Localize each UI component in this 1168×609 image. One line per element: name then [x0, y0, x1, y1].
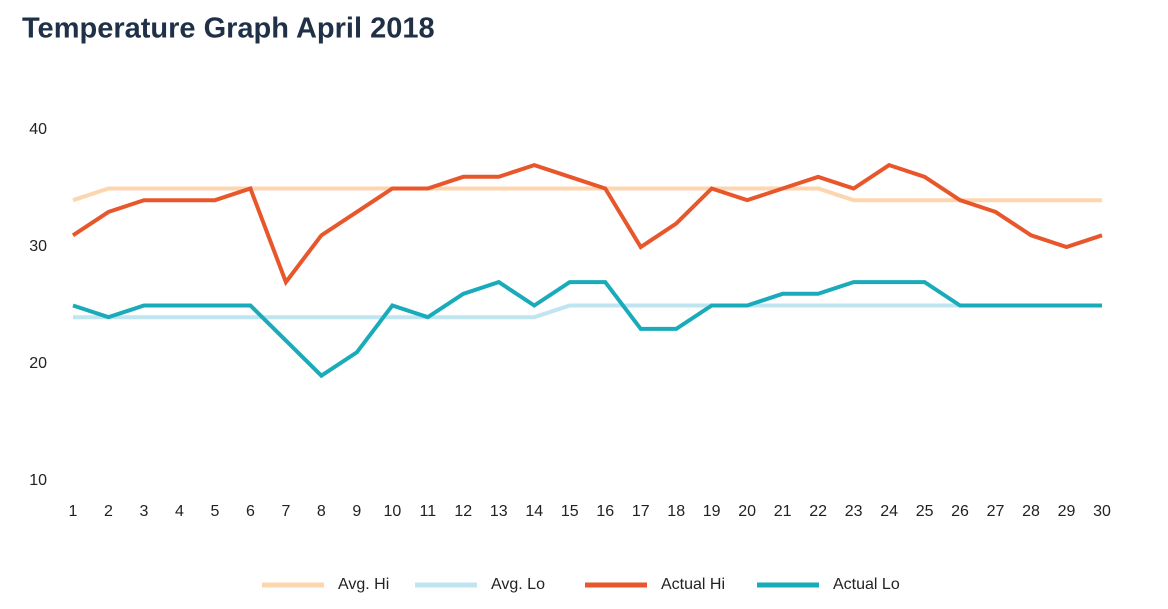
- x-tick-label: 9: [352, 503, 361, 520]
- x-tick-label: 5: [210, 503, 219, 520]
- y-tick-label: 10: [29, 472, 47, 489]
- x-tick-label: 22: [809, 503, 827, 520]
- y-tick-label: 30: [29, 238, 47, 255]
- x-tick-label: 4: [175, 503, 184, 520]
- x-tick-label: 3: [140, 503, 149, 520]
- legend-label: Avg. Hi: [338, 576, 389, 593]
- legend-label: Actual Lo: [833, 576, 900, 593]
- x-tick-label: 1: [69, 503, 78, 520]
- x-tick-label: 13: [490, 503, 508, 520]
- x-tick-label: 30: [1093, 503, 1111, 520]
- legend-label: Avg. Lo: [491, 576, 545, 593]
- x-tick-label: 12: [454, 503, 472, 520]
- series-line: [73, 303, 1102, 320]
- legend-label: Actual Hi: [661, 576, 725, 593]
- y-tick-label: 40: [29, 121, 47, 138]
- x-tick-label: 10: [383, 503, 401, 520]
- x-tick-label: 27: [987, 503, 1005, 520]
- x-tick-label: 25: [916, 503, 934, 520]
- x-tick-label: 26: [951, 503, 969, 520]
- x-tick-label: 29: [1058, 503, 1076, 520]
- x-tick-label: 11: [420, 503, 437, 520]
- x-tick-label: 20: [738, 503, 756, 520]
- series-line: [72, 279, 1102, 379]
- x-tick-label: 14: [525, 503, 543, 520]
- x-tick-label: 2: [104, 503, 113, 520]
- x-tick-label: 18: [667, 503, 685, 520]
- x-tick-label: 17: [632, 503, 650, 520]
- x-tick-label: 24: [880, 503, 898, 520]
- x-tick-label: 6: [246, 503, 255, 520]
- x-tick-label: 16: [596, 503, 614, 520]
- x-tick-label: 23: [845, 503, 863, 520]
- x-tick-label: 21: [774, 503, 792, 520]
- chart-title: Temperature Graph April 2018: [22, 13, 435, 45]
- x-tick-label: 8: [317, 503, 326, 520]
- x-tick-label: 7: [281, 503, 290, 520]
- y-tick-label: 20: [29, 355, 47, 372]
- x-tick-label: 15: [561, 503, 579, 520]
- series-line: [71, 162, 1103, 287]
- x-tick-label: 28: [1022, 503, 1040, 520]
- x-tick-label: 19: [703, 503, 721, 520]
